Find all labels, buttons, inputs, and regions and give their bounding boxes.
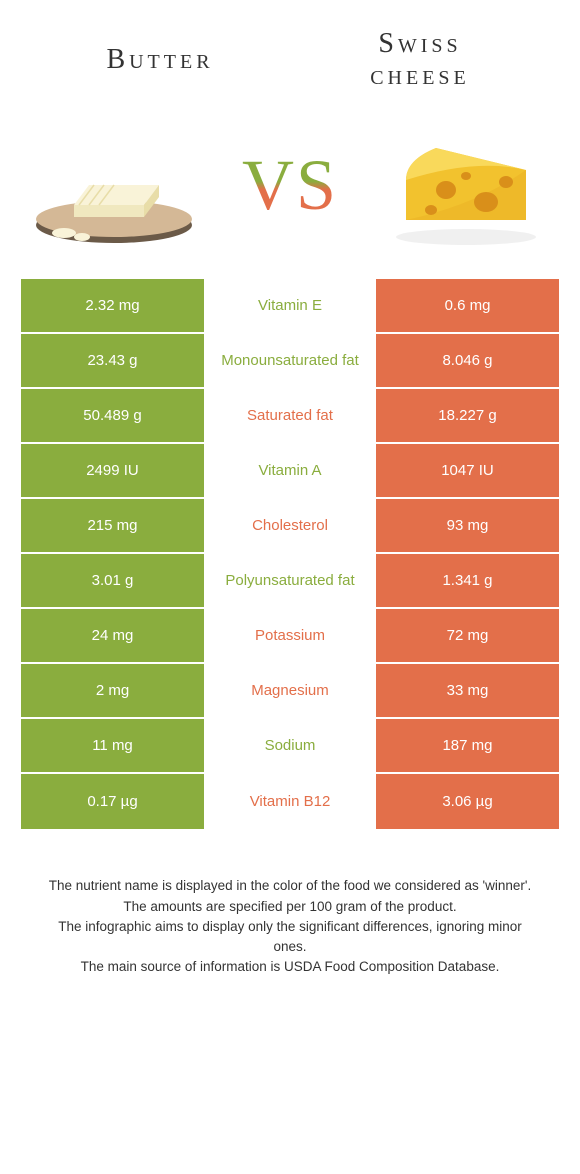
table-row: 3.01 gPolyunsaturated fat1.341 g [21, 554, 559, 609]
table-row: 50.489 gSaturated fat18.227 g [21, 389, 559, 444]
footer-line-4: The main source of information is USDA F… [44, 957, 536, 977]
left-value-cell: 24 mg [21, 609, 206, 662]
right-value-cell: 187 mg [374, 719, 559, 772]
right-value-cell: 1047 IU [374, 444, 559, 497]
images-row: VS [0, 102, 580, 278]
right-value-cell: 72 mg [374, 609, 559, 662]
right-value-cell: 93 mg [374, 499, 559, 552]
table-row: 215 mgCholesterol93 mg [21, 499, 559, 554]
right-food-title: Swiss cheese [290, 28, 550, 92]
table-row: 11 mgSodium187 mg [21, 719, 559, 774]
right-value-cell: 3.06 µg [374, 774, 559, 829]
table-row: 23.43 gMonounsaturated fat8.046 g [21, 334, 559, 389]
right-title-line2: cheese [370, 60, 470, 91]
left-value-cell: 23.43 g [21, 334, 206, 387]
footer-line-3: The infographic aims to display only the… [44, 917, 536, 958]
nutrient-name-cell: Saturated fat [206, 389, 374, 442]
nutrient-name-cell: Vitamin B12 [206, 774, 374, 829]
footer-line-1: The nutrient name is displayed in the co… [44, 876, 536, 896]
footer-line-2: The amounts are specified per 100 gram o… [44, 897, 536, 917]
left-value-cell: 2499 IU [21, 444, 206, 497]
left-food-title: Butter [30, 44, 290, 76]
footer-notes: The nutrient name is displayed in the co… [0, 830, 580, 977]
left-value-cell: 50.489 g [21, 389, 206, 442]
left-value-cell: 11 mg [21, 719, 206, 772]
table-row: 24 mgPotassium72 mg [21, 609, 559, 664]
header: Butter Swiss cheese [0, 0, 580, 102]
nutrient-name-cell: Polyunsaturated fat [206, 554, 374, 607]
nutrient-name-cell: Vitamin A [206, 444, 374, 497]
left-value-cell: 215 mg [21, 499, 206, 552]
table-row: 2499 IUVitamin A1047 IU [21, 444, 559, 499]
right-value-cell: 8.046 g [374, 334, 559, 387]
nutrient-name-cell: Monounsaturated fat [206, 334, 374, 387]
cheese-image [376, 110, 556, 260]
table-row: 0.17 µgVitamin B123.06 µg [21, 774, 559, 829]
right-value-cell: 18.227 g [374, 389, 559, 442]
right-value-cell: 0.6 mg [374, 279, 559, 332]
nutrient-name-cell: Magnesium [206, 664, 374, 717]
butter-image [24, 110, 204, 260]
nutrient-name-cell: Cholesterol [206, 499, 374, 552]
right-value-cell: 1.341 g [374, 554, 559, 607]
left-value-cell: 2 mg [21, 664, 206, 717]
nutrient-name-cell: Sodium [206, 719, 374, 772]
vs-label: VS [242, 144, 338, 227]
table-row: 2.32 mgVitamin E0.6 mg [21, 279, 559, 334]
right-title-line1: Swiss [378, 28, 461, 59]
table-row: 2 mgMagnesium33 mg [21, 664, 559, 719]
left-value-cell: 3.01 g [21, 554, 206, 607]
nutrient-name-cell: Vitamin E [206, 279, 374, 332]
comparison-table: 2.32 mgVitamin E0.6 mg23.43 gMonounsatur… [20, 278, 560, 830]
left-value-cell: 0.17 µg [21, 774, 206, 829]
right-value-cell: 33 mg [374, 664, 559, 717]
nutrient-name-cell: Potassium [206, 609, 374, 662]
left-value-cell: 2.32 mg [21, 279, 206, 332]
